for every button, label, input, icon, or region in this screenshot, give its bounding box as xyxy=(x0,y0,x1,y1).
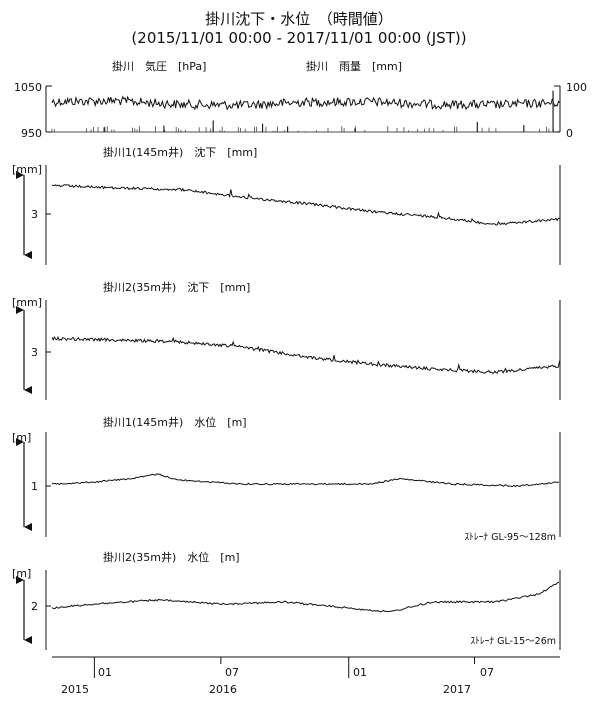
panel-5-tick-label: 2 xyxy=(31,600,38,613)
panel-5-annotation: ｽﾄﾚｰﾅ GL-15～26m xyxy=(470,636,556,647)
chart-title: 掛川沈下・水位 （時間値） xyxy=(205,10,393,28)
panel-1-label-pressure: 掛川 気圧 [hPa] xyxy=(112,59,206,73)
year-label-2016: 2016 xyxy=(209,683,237,696)
panel-4-annotation: ｽﾄﾚｰﾅ GL-95～128m xyxy=(464,532,556,543)
panel-1-label-rain: 掛川 雨量 [mm] xyxy=(306,59,402,73)
pressure-tick-label-bottom: 950 xyxy=(21,127,42,140)
year-label-2015: 2015 xyxy=(61,683,89,696)
year-label-2017: 2017 xyxy=(443,683,471,696)
panel-4-unit: [m] xyxy=(12,431,31,444)
rain-bars-background xyxy=(51,126,559,132)
chart-subtitle: (2015/11/01 00:00 - 2017/11/01 00:00 (JS… xyxy=(131,29,466,47)
panel-2-title: 掛川1(145m井) 沈下 [mm] xyxy=(103,145,257,159)
panel-5-title: 掛川2(35m井) 水位 [m] xyxy=(103,550,240,564)
panel-3-title: 掛川2(35m井) 沈下 [mm] xyxy=(103,280,250,294)
panel-5-unit: [m] xyxy=(12,567,31,580)
subsidence-2-line xyxy=(51,335,561,374)
time-tick-label-2017-07: 07 xyxy=(480,666,494,679)
time-tick-label-2016-01: 01 xyxy=(98,666,112,679)
water-level-1-line xyxy=(52,473,559,488)
panel-2-tick-label: 3 xyxy=(31,208,38,221)
time-tick-label-2016-07: 07 xyxy=(225,666,239,679)
rain-tick-label-bottom: 0 xyxy=(566,127,573,140)
subsidence-1-line xyxy=(52,184,560,226)
panel-3-unit: [mm] xyxy=(12,296,42,309)
water-level-2-line xyxy=(51,581,560,613)
rain-tick-label-top: 100 xyxy=(566,81,587,94)
panel-4-tick-label: 1 xyxy=(31,480,38,493)
pressure-tick-label-top: 1050 xyxy=(14,81,42,94)
panel-3-tick-label: 3 xyxy=(31,346,38,359)
time-tick-label-2017-01: 01 xyxy=(353,666,367,679)
panel-4-title: 掛川1(145m井) 水位 [m] xyxy=(103,415,247,429)
panel-2-unit: [mm] xyxy=(12,163,42,176)
pressure-line xyxy=(51,95,560,111)
chart-marks xyxy=(16,85,561,678)
